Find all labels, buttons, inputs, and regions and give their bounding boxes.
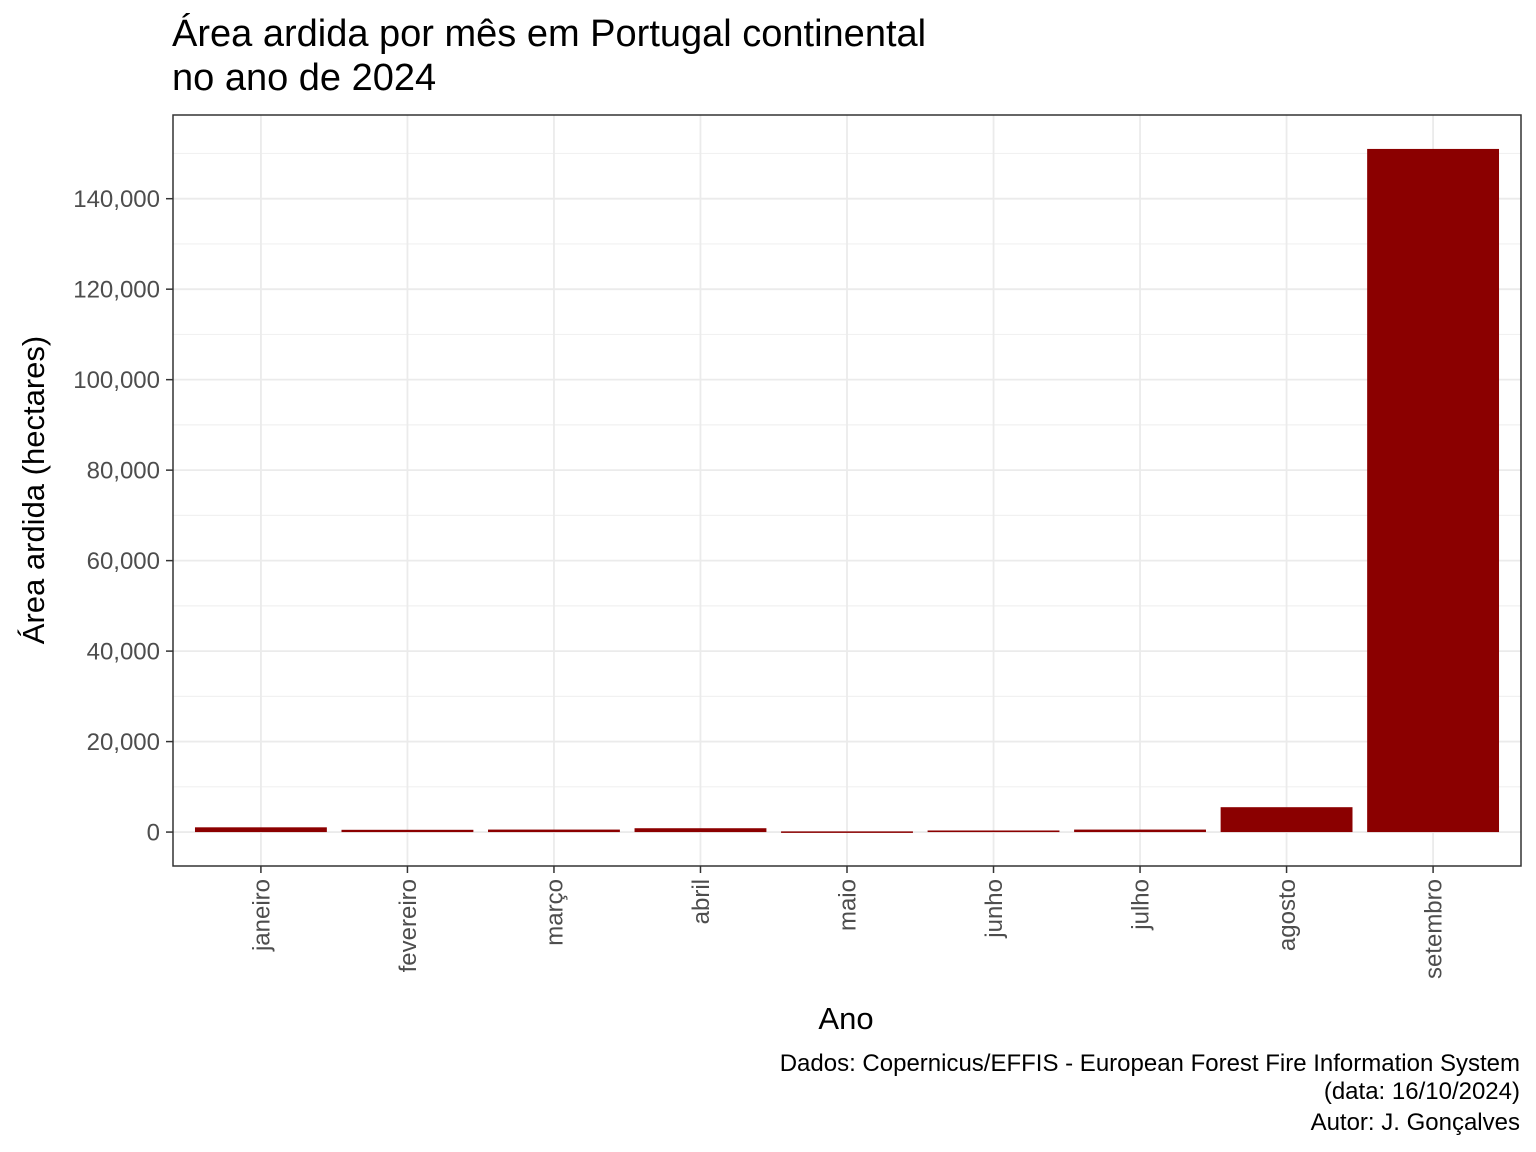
bar-abril xyxy=(634,828,767,833)
x-tick-label-abril: abril xyxy=(688,879,715,924)
x-tick-label-fevereiro: fevereiro xyxy=(395,879,422,972)
caption-line-1: Dados: Copernicus/EFFIS - European Fores… xyxy=(780,1050,1520,1077)
bar-setembro xyxy=(1367,148,1500,833)
x-tick-label-junho: junho xyxy=(981,879,1008,939)
bar-janeiro xyxy=(194,827,327,833)
y-axis: 0 20,000 40,000 60,000 80,000 100,000 120,000 1… xyxy=(73,186,173,847)
y-tick-label: 120,000 xyxy=(73,277,160,304)
y-tick-label: 40,000 xyxy=(87,639,160,666)
y-axis-title: Área ardida (hectares) xyxy=(16,336,51,644)
y-tick-label: 60,000 xyxy=(87,548,160,575)
y-tick-label: 100,000 xyxy=(73,367,160,394)
x-tick-label-maio: maio xyxy=(835,879,862,931)
bar-maio xyxy=(781,831,913,833)
x-axis: janeiro fevereiro março abril maio junho julho… xyxy=(248,866,1448,979)
x-tick-label-setembro: setembro xyxy=(1421,879,1448,979)
bar-fevereiro xyxy=(341,829,474,833)
y-tick-label: 0 xyxy=(147,820,160,847)
caption-line-2: (data: 16/10/2024) xyxy=(1324,1078,1520,1105)
x-tick-label-março: março xyxy=(541,879,568,946)
bar-agosto xyxy=(1220,807,1353,833)
chart-title-line-1: Área ardida por mês em Portugal continen… xyxy=(172,12,926,55)
caption-line-3: Autor: J. Gonçalves xyxy=(1311,1109,1520,1136)
y-tick-label: 140,000 xyxy=(73,186,160,213)
x-tick-label-agosto: agosto xyxy=(1274,879,1301,951)
y-tick-label: 20,000 xyxy=(87,729,160,756)
y-tick-label: 80,000 xyxy=(87,458,160,485)
x-tick-label-janeiro: janeiro xyxy=(248,879,275,952)
bar-março xyxy=(488,829,620,833)
bar-junho xyxy=(927,830,1060,833)
x-axis-title: Ano xyxy=(818,1001,873,1036)
bar-julho xyxy=(1074,829,1206,833)
bars xyxy=(194,148,1500,833)
chart-title-line-2: no ano de 2024 xyxy=(172,57,436,99)
x-tick-label-julho: julho xyxy=(1128,879,1155,931)
